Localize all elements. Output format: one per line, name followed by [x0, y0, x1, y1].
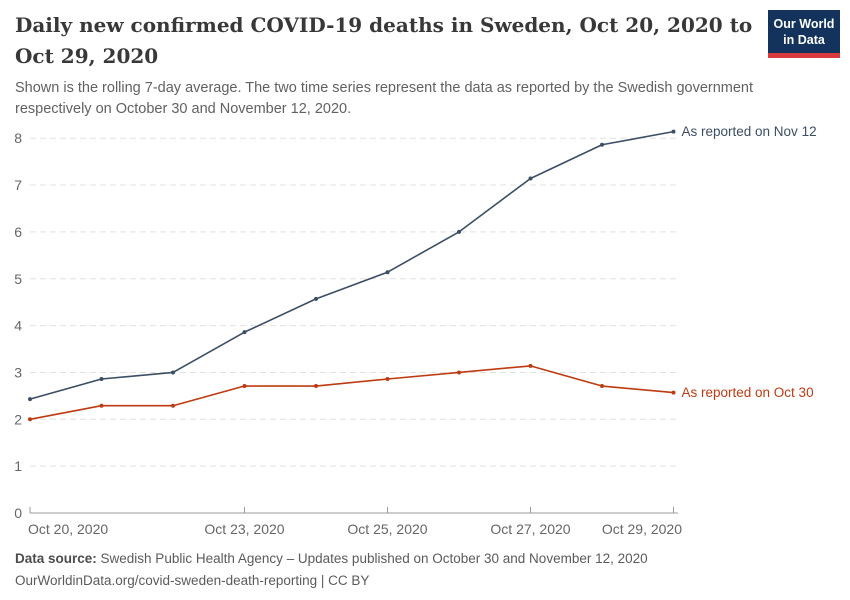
- series-point: [528, 176, 533, 181]
- series-point: [528, 363, 533, 368]
- y-axis-tick-label: 8: [14, 130, 22, 146]
- data-source-text: Swedish Public Health Agency – Updates p…: [96, 551, 648, 566]
- owid-logo: Our World in Data: [768, 10, 840, 58]
- owid-logo-line2: in Data: [783, 33, 825, 47]
- x-axis-tick-label: Oct 20, 2020: [28, 521, 108, 537]
- series-point: [28, 397, 32, 402]
- data-source-label: Data source:: [15, 551, 97, 566]
- series-point: [171, 403, 175, 408]
- series-point: [171, 370, 175, 375]
- series-point: [385, 377, 390, 382]
- footer-license: CC BY: [328, 573, 370, 588]
- y-axis-tick-label: 7: [14, 177, 22, 193]
- series-point: [314, 296, 318, 301]
- series-point: [99, 377, 104, 382]
- data-source-line: Data source: Swedish Public Health Agenc…: [15, 548, 648, 570]
- series-point: [671, 390, 676, 395]
- series-point: [385, 270, 390, 275]
- chart-subtitle: Shown is the rolling 7-day average. The …: [15, 80, 754, 117]
- series-point: [242, 384, 247, 389]
- y-axis-tick-label: 1: [14, 458, 22, 474]
- chart-title: Daily new confirmed COVID-19 deaths in S…: [15, 13, 753, 68]
- footer-url: OurWorldinData.org/covid-sweden-death-re…: [15, 573, 318, 588]
- x-axis-tick-label: Oct 29, 2020: [602, 521, 682, 537]
- footer-license-separator: |: [317, 573, 329, 588]
- series-point: [28, 417, 32, 422]
- series-point: [600, 384, 604, 389]
- y-axis-tick-label: 3: [14, 364, 22, 380]
- series-line-0: [29, 130, 674, 400]
- series-point: [671, 129, 676, 134]
- series-line-1: [29, 365, 674, 421]
- series-point: [99, 403, 104, 408]
- footer-link-line: OurWorldinData.org/covid-sweden-death-re…: [15, 570, 648, 592]
- line-chart: 0 1 2 3 4 5 6 7 8 Oct 20, 2020 Oct 23, 2020 Oct 25,…: [14, 124, 817, 537]
- series-point: [457, 229, 461, 234]
- series-point: [314, 384, 318, 389]
- owid-logo-line1: Our World: [773, 17, 835, 31]
- y-axis-tick-label: 0: [14, 505, 22, 521]
- x-axis-tick-label: Oct 23, 2020: [204, 521, 284, 537]
- x-axis-tick-label: Oct 25, 2020: [347, 521, 427, 537]
- series-end-label-0: As reported on Nov 12: [682, 124, 817, 139]
- y-axis-tick-label: 6: [14, 224, 22, 240]
- x-axis-tick-label: Oct 27, 2020: [490, 521, 570, 537]
- chart-footer: Data source: Swedish Public Health Agenc…: [15, 548, 648, 592]
- y-axis-tick-label: 2: [14, 411, 22, 427]
- series-point: [600, 142, 604, 147]
- y-axis-tick-label: 5: [14, 271, 22, 287]
- series-point: [457, 370, 461, 375]
- y-axis-tick-label: 4: [14, 318, 22, 334]
- series-end-label-1: As reported on Oct 30: [682, 385, 814, 400]
- series-point: [242, 330, 247, 335]
